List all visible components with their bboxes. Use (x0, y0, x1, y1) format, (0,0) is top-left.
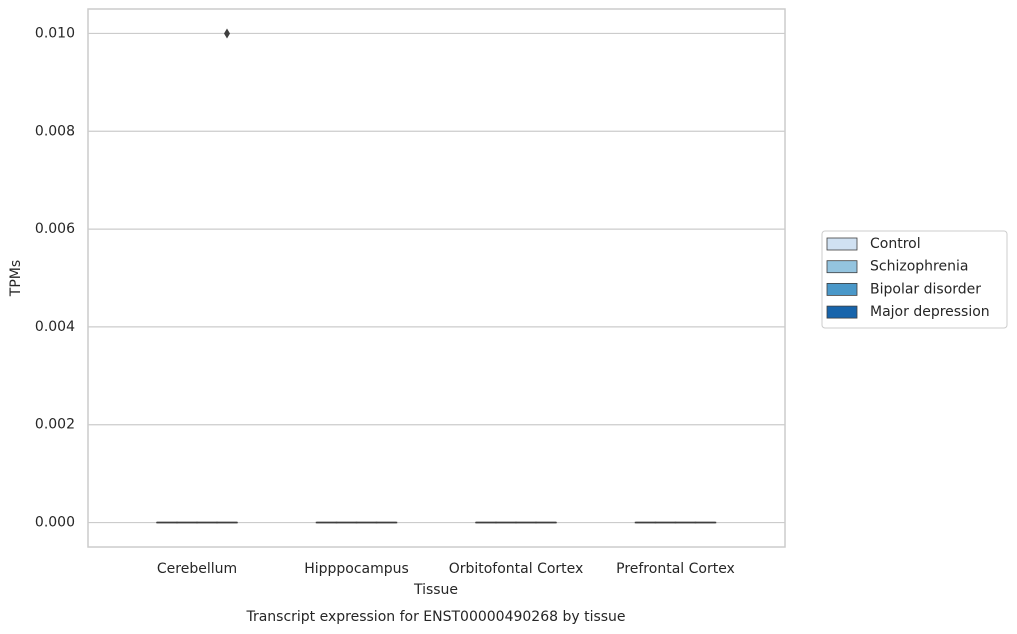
legend-label: Schizophrenia (870, 259, 968, 275)
x-tick-label: Hipppocampus (304, 561, 409, 577)
y-tick-label: 0.006 (35, 221, 75, 237)
legend-label: Control (870, 236, 921, 252)
legend-swatch (826, 260, 858, 274)
legend-swatch (826, 305, 858, 319)
chart-title: Transcript expression for ENST0000049026… (245, 609, 625, 625)
x-tick-label: Cerebellum (157, 561, 237, 577)
y-tick-label: 0.002 (35, 417, 75, 433)
legend-label: Bipolar disorder (870, 281, 981, 297)
y-axis-label: TPMs (8, 260, 24, 297)
x-tick-label: Prefrontal Cortex (616, 561, 735, 577)
y-tick-label: 0.004 (35, 319, 75, 335)
legend-frame (821, 230, 1008, 329)
y-tick-label: 0.000 (35, 515, 75, 531)
y-tick-label: 0.008 (35, 123, 75, 139)
plot-frame (87, 8, 786, 548)
y-tick-label: 0.010 (35, 25, 75, 41)
legend-swatch (826, 237, 858, 251)
x-tick-label: Orbitofontal Cortex (449, 561, 584, 577)
x-axis-label: Tissue (413, 582, 458, 598)
outlier (224, 28, 230, 39)
legend-swatch (826, 282, 858, 296)
legend-label: Major depression (870, 304, 990, 320)
